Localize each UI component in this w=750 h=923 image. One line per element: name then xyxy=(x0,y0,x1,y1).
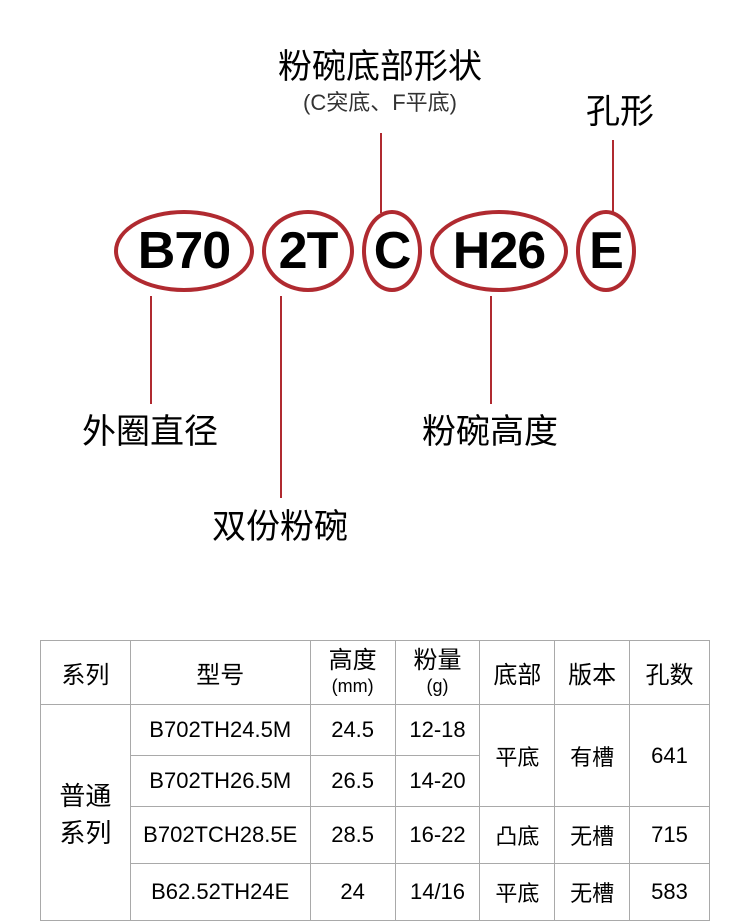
cell-height: 24.5 xyxy=(310,705,395,756)
label-double-bowl-main: 双份粉碗 xyxy=(190,505,370,549)
table-header-row: 系列型号高度(mm)粉量(g)底部版本孔数 xyxy=(41,641,710,705)
cell-dose: 16-22 xyxy=(395,807,480,864)
label-hole-shape-main: 孔形 xyxy=(560,90,680,134)
code-segment-0: B70 xyxy=(114,210,254,292)
connector-line-3 xyxy=(490,296,492,404)
label-bottom-shape-sub: (C突底、F平底) xyxy=(260,89,500,118)
label-bowl-height: 粉碗高度 xyxy=(400,410,580,454)
cell-holes: 715 xyxy=(630,807,710,864)
col-header-3: 粉量(g) xyxy=(395,641,480,705)
code-segment-4: E xyxy=(576,210,636,292)
col-header-1: 型号 xyxy=(130,641,310,705)
cell-height: 26.5 xyxy=(310,756,395,807)
connector-line-4 xyxy=(280,296,282,498)
cell-dose: 14-20 xyxy=(395,756,480,807)
cell-bottom: 平底 xyxy=(480,705,555,807)
col-header-5: 版本 xyxy=(555,641,630,705)
label-outer-diameter: 外圈直径 xyxy=(60,410,240,454)
cell-series: 普通系列 xyxy=(41,705,131,921)
cell-model: B702TH24.5M xyxy=(130,705,310,756)
connector-line-1 xyxy=(612,140,614,213)
table-row: 普通系列B702TH24.5M24.512-18平底有槽641 xyxy=(41,705,710,756)
label-bowl-height-main: 粉碗高度 xyxy=(400,410,580,454)
cell-model: B62.52TH24E xyxy=(130,864,310,921)
label-bottom-shape: 粉碗底部形状 (C突底、F平底) xyxy=(260,45,500,118)
connector-line-2 xyxy=(150,296,152,404)
table-row: B702TCH28.5E28.516-22凸底无槽715 xyxy=(41,807,710,864)
table-body: 普通系列B702TH24.5M24.512-18平底有槽641B702TH26.… xyxy=(41,705,710,921)
spec-table: 系列型号高度(mm)粉量(g)底部版本孔数 普通系列B702TH24.5M24.… xyxy=(40,640,710,921)
cell-bottom: 平底 xyxy=(480,864,555,921)
cell-version: 无槽 xyxy=(555,807,630,864)
code-segment-3: H26 xyxy=(430,210,568,292)
cell-holes: 583 xyxy=(630,864,710,921)
col-header-6: 孔数 xyxy=(630,641,710,705)
label-bottom-shape-main: 粉碗底部形状 xyxy=(260,45,500,89)
cell-height: 28.5 xyxy=(310,807,395,864)
cell-version: 无槽 xyxy=(555,864,630,921)
spec-table-wrapper: 系列型号高度(mm)粉量(g)底部版本孔数 普通系列B702TH24.5M24.… xyxy=(40,640,710,921)
code-segment-2: C xyxy=(362,210,422,292)
cell-bottom: 凸底 xyxy=(480,807,555,864)
connector-line-0 xyxy=(380,133,382,213)
label-hole-shape: 孔形 xyxy=(560,90,680,134)
product-code-row: B702TCH26E xyxy=(0,210,750,292)
col-header-2: 高度(mm) xyxy=(310,641,395,705)
cell-model: B702TCH28.5E xyxy=(130,807,310,864)
cell-dose: 14/16 xyxy=(395,864,480,921)
cell-holes: 641 xyxy=(630,705,710,807)
label-outer-diameter-main: 外圈直径 xyxy=(60,410,240,454)
col-header-4: 底部 xyxy=(480,641,555,705)
cell-model: B702TH26.5M xyxy=(130,756,310,807)
code-segment-1: 2T xyxy=(262,210,354,292)
label-double-bowl: 双份粉碗 xyxy=(190,505,370,549)
cell-height: 24 xyxy=(310,864,395,921)
naming-diagram: 粉碗底部形状 (C突底、F平底) 孔形 B702TCH26E 外圈直径 粉碗高度… xyxy=(0,0,750,560)
cell-version: 有槽 xyxy=(555,705,630,807)
col-header-0: 系列 xyxy=(41,641,131,705)
table-row: B62.52TH24E2414/16平底无槽583 xyxy=(41,864,710,921)
cell-dose: 12-18 xyxy=(395,705,480,756)
